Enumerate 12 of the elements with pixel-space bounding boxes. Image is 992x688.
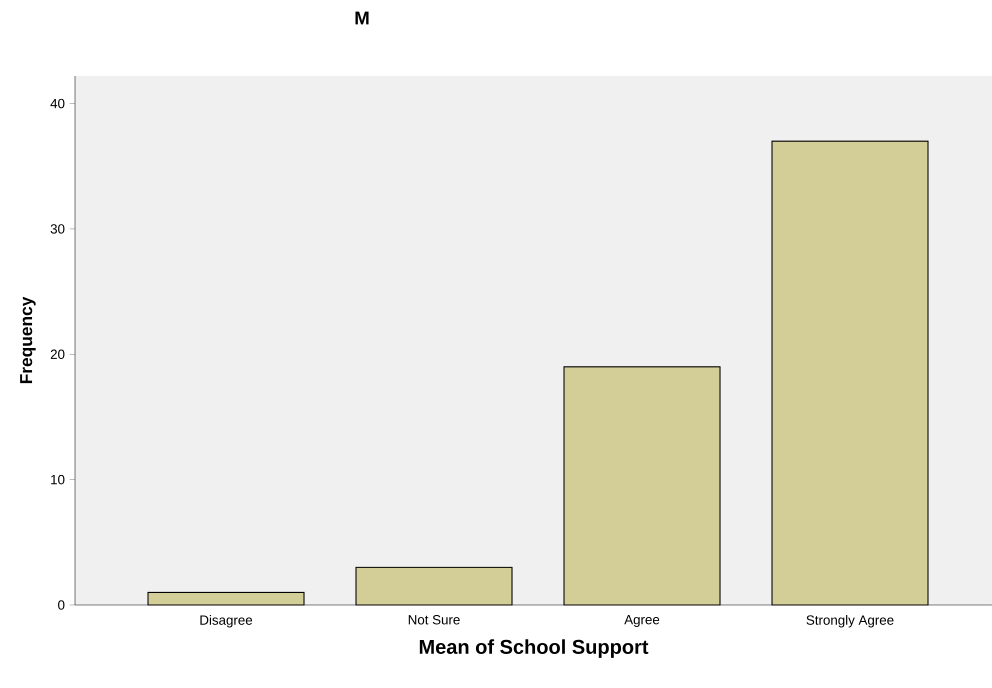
chart-title: M bbox=[355, 12, 369, 24]
x-tick-label: Not Sure bbox=[408, 615, 460, 624]
y-tick-label: 0 bbox=[58, 600, 64, 610]
x-axis-title: Mean of School Support bbox=[420, 639, 648, 658]
x-tick-label: Agree bbox=[624, 615, 660, 627]
x-tick-label: Disagree bbox=[200, 615, 252, 628]
y-tick-label: 10 bbox=[51, 474, 64, 484]
x-tick-label: Strongly Agree bbox=[806, 615, 894, 628]
y-tick-label: 20 bbox=[50, 350, 64, 359]
y-tick-label: 30 bbox=[50, 224, 64, 234]
y-tick-label: 40 bbox=[50, 98, 64, 108]
y-axis-title: Frequency bbox=[20, 296, 36, 384]
